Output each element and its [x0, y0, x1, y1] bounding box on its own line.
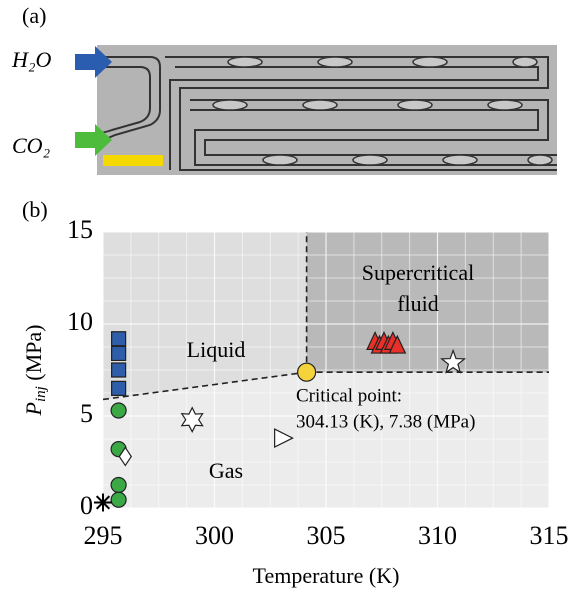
point — [111, 331, 127, 347]
region-label: Supercritical — [362, 260, 474, 285]
y-tick-label: 15 — [67, 215, 93, 244]
y-tick-label: 10 — [67, 307, 93, 336]
point — [111, 362, 127, 378]
y-axis-label-part: P — [21, 402, 46, 416]
point — [180, 406, 204, 434]
y-tick-label: 0 — [80, 491, 93, 520]
point — [274, 428, 294, 449]
y-tick-label: 5 — [80, 399, 93, 428]
y-axis-label: Pinj (MPa) — [21, 324, 49, 416]
point — [94, 493, 112, 512]
x-tick-label: 305 — [307, 521, 346, 550]
point — [110, 402, 127, 419]
point — [110, 476, 127, 494]
micrograph — [96, 45, 557, 175]
x-tick-label: 295 — [84, 521, 123, 550]
arrow — [75, 46, 112, 78]
panel-label: (b) — [22, 197, 48, 222]
point — [388, 334, 407, 354]
point — [296, 362, 317, 382]
panel-label: (a) — [22, 3, 46, 28]
point — [110, 491, 127, 508]
x-tick-label: 300 — [195, 521, 234, 550]
region-label: fluid — [397, 291, 439, 316]
annotation: 304.13 (K), 7.38 (MPa) — [296, 411, 475, 432]
x-axis-label: Temperature (K) — [253, 563, 400, 588]
annotation: Critical point: — [296, 385, 402, 406]
y-axis-label-part: (MPa) — [21, 324, 46, 386]
arrow — [75, 124, 112, 156]
y-axis-label-part: inj — [33, 386, 49, 402]
point — [440, 348, 467, 374]
inlet-label: H₂O — [11, 47, 52, 72]
point — [118, 446, 133, 467]
liquid-region — [103, 232, 307, 400]
phase-boundary — [102, 371, 307, 401]
x-tick-label: 315 — [530, 521, 569, 550]
point — [111, 380, 127, 396]
inlet-label: CO₂ — [12, 133, 51, 158]
x-tick-label: 310 — [418, 521, 457, 550]
point — [111, 345, 127, 362]
region-label: Gas — [209, 458, 243, 483]
region-label: Liquid — [187, 337, 246, 362]
